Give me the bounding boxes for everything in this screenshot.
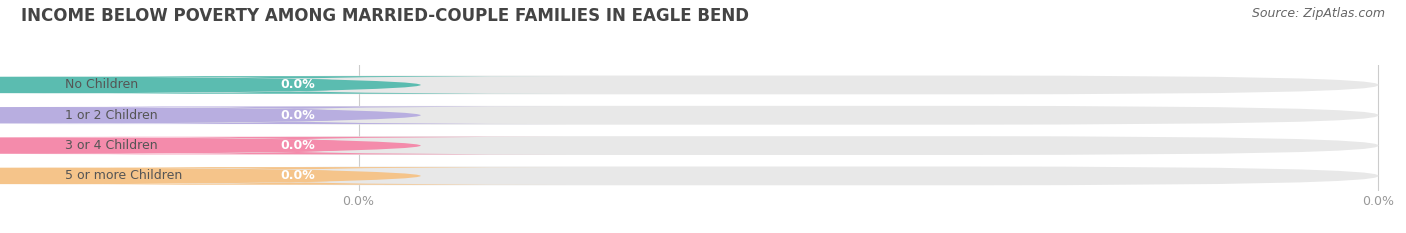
FancyBboxPatch shape xyxy=(28,75,1378,94)
Text: 5 or more Children: 5 or more Children xyxy=(66,169,183,182)
FancyBboxPatch shape xyxy=(0,76,413,94)
Text: 0.0%: 0.0% xyxy=(280,169,315,182)
Ellipse shape xyxy=(0,137,420,154)
FancyBboxPatch shape xyxy=(28,136,1378,155)
FancyBboxPatch shape xyxy=(0,167,413,185)
Text: INCOME BELOW POVERTY AMONG MARRIED-COUPLE FAMILIES IN EAGLE BEND: INCOME BELOW POVERTY AMONG MARRIED-COUPL… xyxy=(21,7,749,25)
Ellipse shape xyxy=(0,77,420,93)
FancyBboxPatch shape xyxy=(28,106,1378,125)
FancyBboxPatch shape xyxy=(30,137,565,154)
Text: 0.0%: 0.0% xyxy=(280,79,315,91)
FancyBboxPatch shape xyxy=(30,106,565,124)
Ellipse shape xyxy=(0,107,420,123)
FancyBboxPatch shape xyxy=(0,137,413,154)
FancyBboxPatch shape xyxy=(28,167,1378,185)
Text: 1 or 2 Children: 1 or 2 Children xyxy=(66,109,157,122)
Text: 0.0%: 0.0% xyxy=(280,139,315,152)
Ellipse shape xyxy=(0,168,420,184)
Text: No Children: No Children xyxy=(66,79,139,91)
FancyBboxPatch shape xyxy=(30,76,565,94)
FancyBboxPatch shape xyxy=(0,106,413,124)
FancyBboxPatch shape xyxy=(30,167,565,185)
Text: 3 or 4 Children: 3 or 4 Children xyxy=(66,139,157,152)
Text: Source: ZipAtlas.com: Source: ZipAtlas.com xyxy=(1251,7,1385,20)
Text: 0.0%: 0.0% xyxy=(280,109,315,122)
